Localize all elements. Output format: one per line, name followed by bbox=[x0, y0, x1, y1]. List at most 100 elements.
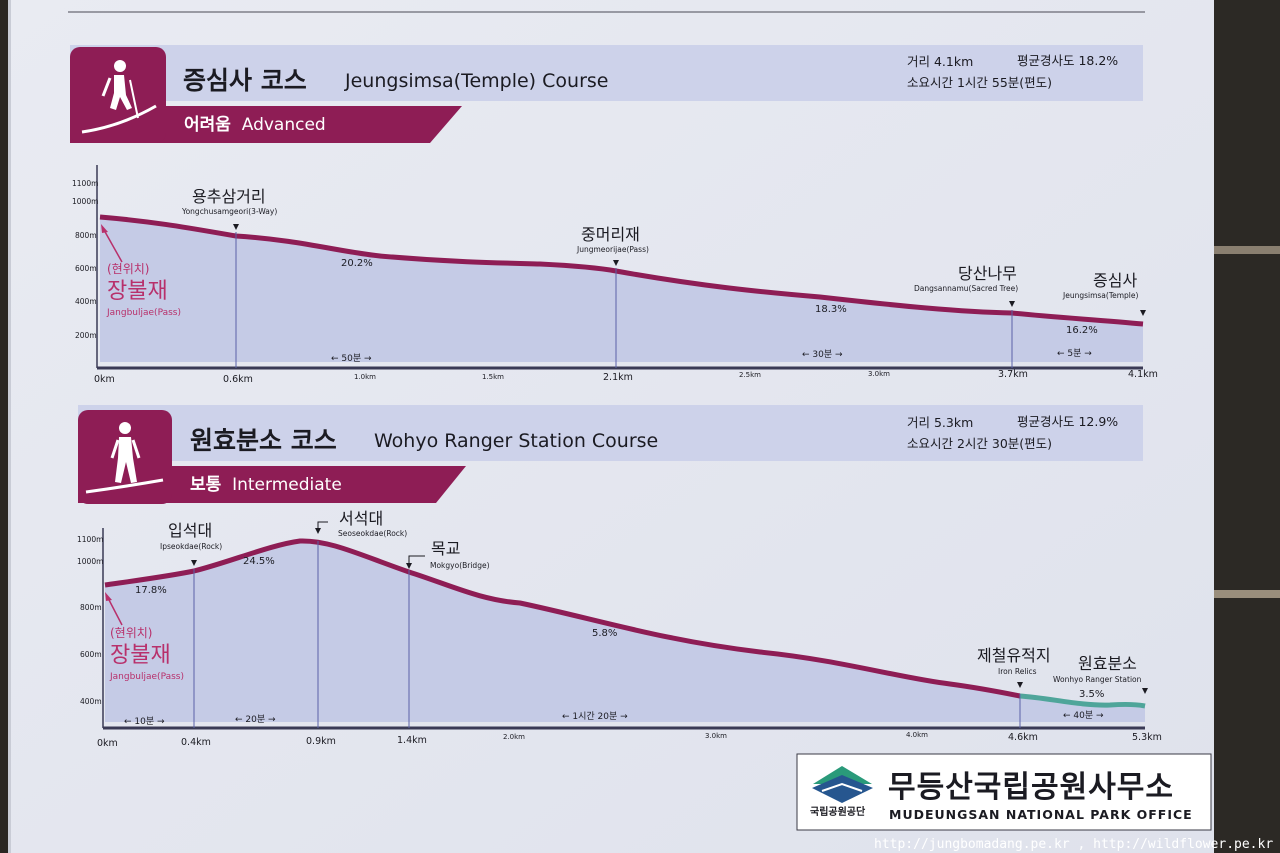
course2-waypoint-en: Ipseokdae(Rock) bbox=[160, 542, 223, 551]
office-name-ko: 무등산국립공원사무소 bbox=[888, 770, 1174, 805]
course1-ytick: 1000m bbox=[72, 197, 99, 206]
course1-grade: 20.2% bbox=[341, 258, 373, 269]
course2-current-label: (현위치) bbox=[110, 626, 153, 640]
course1-current-arrow bbox=[103, 229, 123, 263]
course1-current-en: Jangbuljae(Pass) bbox=[107, 308, 181, 318]
watermark-url: http://jungbomadang.pe.kr , http://wildf… bbox=[874, 837, 1274, 852]
course1-xtick-minor: 2.5km bbox=[739, 371, 762, 379]
course2-xtick-minor: 4.0km bbox=[906, 731, 929, 739]
course2-current-en: Jangbuljae(Pass) bbox=[110, 672, 184, 682]
course2-ytick: 400m bbox=[80, 697, 102, 706]
course1-waypoint-en: Jeungsimsa(Temple) bbox=[1063, 291, 1139, 300]
course1-grade: 16.2% bbox=[1066, 325, 1098, 336]
course1-profile-fill bbox=[100, 217, 1143, 362]
course1-duration: ← 50분 → bbox=[331, 354, 372, 364]
course2-ytick: 1100m bbox=[77, 535, 104, 544]
course1-xtick: 0km bbox=[94, 374, 115, 385]
course1-current-name: 장불재 bbox=[107, 279, 168, 304]
course1-xtick-minor: 1.5km bbox=[482, 373, 505, 381]
course1-level-band bbox=[70, 106, 462, 143]
course2-level-en: Intermediate bbox=[232, 475, 342, 495]
agency-name: 국립공원공단 bbox=[810, 807, 866, 818]
course1-xtick-minor: 1.0km bbox=[354, 373, 377, 381]
course2-level-band bbox=[78, 466, 466, 503]
course2-xtick-minor: 3.0km bbox=[705, 732, 728, 740]
hiker-icon-intermediate bbox=[85, 422, 164, 494]
course2-duration: ← 40분 → bbox=[1063, 711, 1104, 721]
course2-level: 보통 Intermediate bbox=[190, 477, 342, 494]
course1-waypoint-ko: 용추삼거리 bbox=[192, 187, 266, 206]
course1-xtick: 3.7km bbox=[998, 369, 1028, 380]
course1-current-label: (현위치) bbox=[107, 262, 150, 276]
course1-level: 어려움 Advanced bbox=[184, 117, 326, 134]
course1-ytick: 400m bbox=[75, 297, 97, 306]
course2-profile-fill bbox=[105, 540, 1145, 722]
course2-xtick: 0.9km bbox=[306, 736, 336, 747]
course2-grade: 5.8% bbox=[592, 628, 618, 639]
course1-title-en: Jeungsimsa(Temple) Course bbox=[345, 70, 609, 92]
course2-waypoint-ko: 목교 bbox=[431, 539, 461, 558]
course1-title-ko: 증심사 코스 bbox=[183, 66, 307, 95]
course2-chart bbox=[102, 521, 1148, 730]
course2-title-band bbox=[78, 405, 1143, 461]
course2-waypoint-ko: 제철유적지 bbox=[977, 646, 1051, 665]
course2-xtick: 5.3km bbox=[1132, 732, 1162, 743]
course2-current-arrow bbox=[107, 597, 123, 626]
course2-ytick: 600m bbox=[80, 650, 102, 659]
course1-xtick-minor: 3.0km bbox=[868, 370, 891, 378]
course1-waypoint-en: Jungmeorijae(Pass) bbox=[577, 245, 649, 254]
course2-profile-line-teal bbox=[1019, 693, 1146, 709]
course2-waypoint-en: Seoseokdae(Rock) bbox=[338, 529, 408, 538]
course1-duration: ← 5분 → bbox=[1057, 349, 1092, 359]
course1-xtick: 4.1km bbox=[1128, 369, 1158, 380]
course2-waypoint-ko: 원효분소 bbox=[1078, 654, 1137, 673]
course1-ytick: 600m bbox=[75, 264, 97, 273]
course2-waypoint-en: Iron Relics bbox=[998, 667, 1037, 676]
course2-distance: 거리 5.3km bbox=[907, 415, 974, 430]
office-plate bbox=[796, 753, 1212, 831]
course2-title-en: Wohyo Ranger Station Course bbox=[374, 430, 659, 452]
course2-grade: 17.8% bbox=[135, 585, 167, 596]
course2-xtick: 1.4km bbox=[397, 735, 427, 746]
course2-profile-line bbox=[104, 538, 1021, 699]
course1-waypoint-ko: 증심사 bbox=[1093, 271, 1138, 290]
course2-title-ko: 원효분소 코스 bbox=[190, 426, 337, 455]
course1-level-ko: 어려움 bbox=[184, 115, 231, 135]
course1-waypoint-en: Yongchusamgeori(3-Way) bbox=[182, 207, 278, 216]
course1-time: 소요시간 1시간 55분(편도) bbox=[907, 75, 1053, 90]
course2-xtick: 0km bbox=[97, 738, 118, 749]
course2-waypoint-ko: 서석대 bbox=[339, 509, 384, 528]
course1-profile-line bbox=[99, 214, 1144, 327]
course2-xtick-minor: 2.0km bbox=[503, 733, 526, 741]
hiker-icon-advanced bbox=[81, 60, 157, 134]
course1-xtick: 2.1km bbox=[603, 372, 633, 383]
course1-duration: ← 30분 → bbox=[802, 350, 843, 360]
course1-waypoint-ko: 중머리재 bbox=[581, 225, 640, 244]
course1-ytick: 1100m bbox=[72, 179, 99, 188]
course2-ytick: 800m bbox=[80, 603, 102, 612]
course2-grade: 3.5% bbox=[1079, 689, 1105, 700]
course1-chart bbox=[96, 165, 1146, 370]
course1-distance: 거리 4.1km bbox=[907, 54, 974, 69]
course2-current-name: 장불재 bbox=[110, 643, 171, 668]
course1-ytick: 800m bbox=[75, 231, 97, 240]
course2-time: 소요시간 2시간 30분(편도) bbox=[907, 436, 1053, 451]
course2-waypoint-en: Mokgyo(Bridge) bbox=[430, 561, 490, 570]
course1-grade: 18.3% bbox=[815, 304, 847, 315]
course2-duration: ← 10분 → bbox=[124, 717, 165, 727]
course2-avg-slope: 평균경사도 12.9% bbox=[1017, 414, 1119, 429]
course1-level-en: Advanced bbox=[241, 115, 326, 135]
office-name-en: MUDEUNGSAN NATIONAL PARK OFFICE bbox=[889, 807, 1193, 822]
course2-grade: 24.5% bbox=[243, 556, 275, 567]
course2-waypoint-ko: 입석대 bbox=[168, 521, 213, 540]
course1-ytick: 200m bbox=[75, 331, 97, 340]
park-logo-icon bbox=[812, 766, 873, 803]
course2-duration: ← 20분 → bbox=[235, 715, 276, 725]
course1-waypoint-ko: 당산나무 bbox=[958, 264, 1017, 283]
course2-xtick: 0.4km bbox=[181, 737, 211, 748]
course2-xtick: 4.6km bbox=[1008, 732, 1038, 743]
course1-waypoint-en: Dangsannamu(Sacred Tree) bbox=[914, 284, 1019, 293]
course2-waypoint-en: Wonhyo Ranger Station bbox=[1053, 675, 1142, 684]
course2-duration: ← 1시간 20분 → bbox=[562, 712, 628, 722]
